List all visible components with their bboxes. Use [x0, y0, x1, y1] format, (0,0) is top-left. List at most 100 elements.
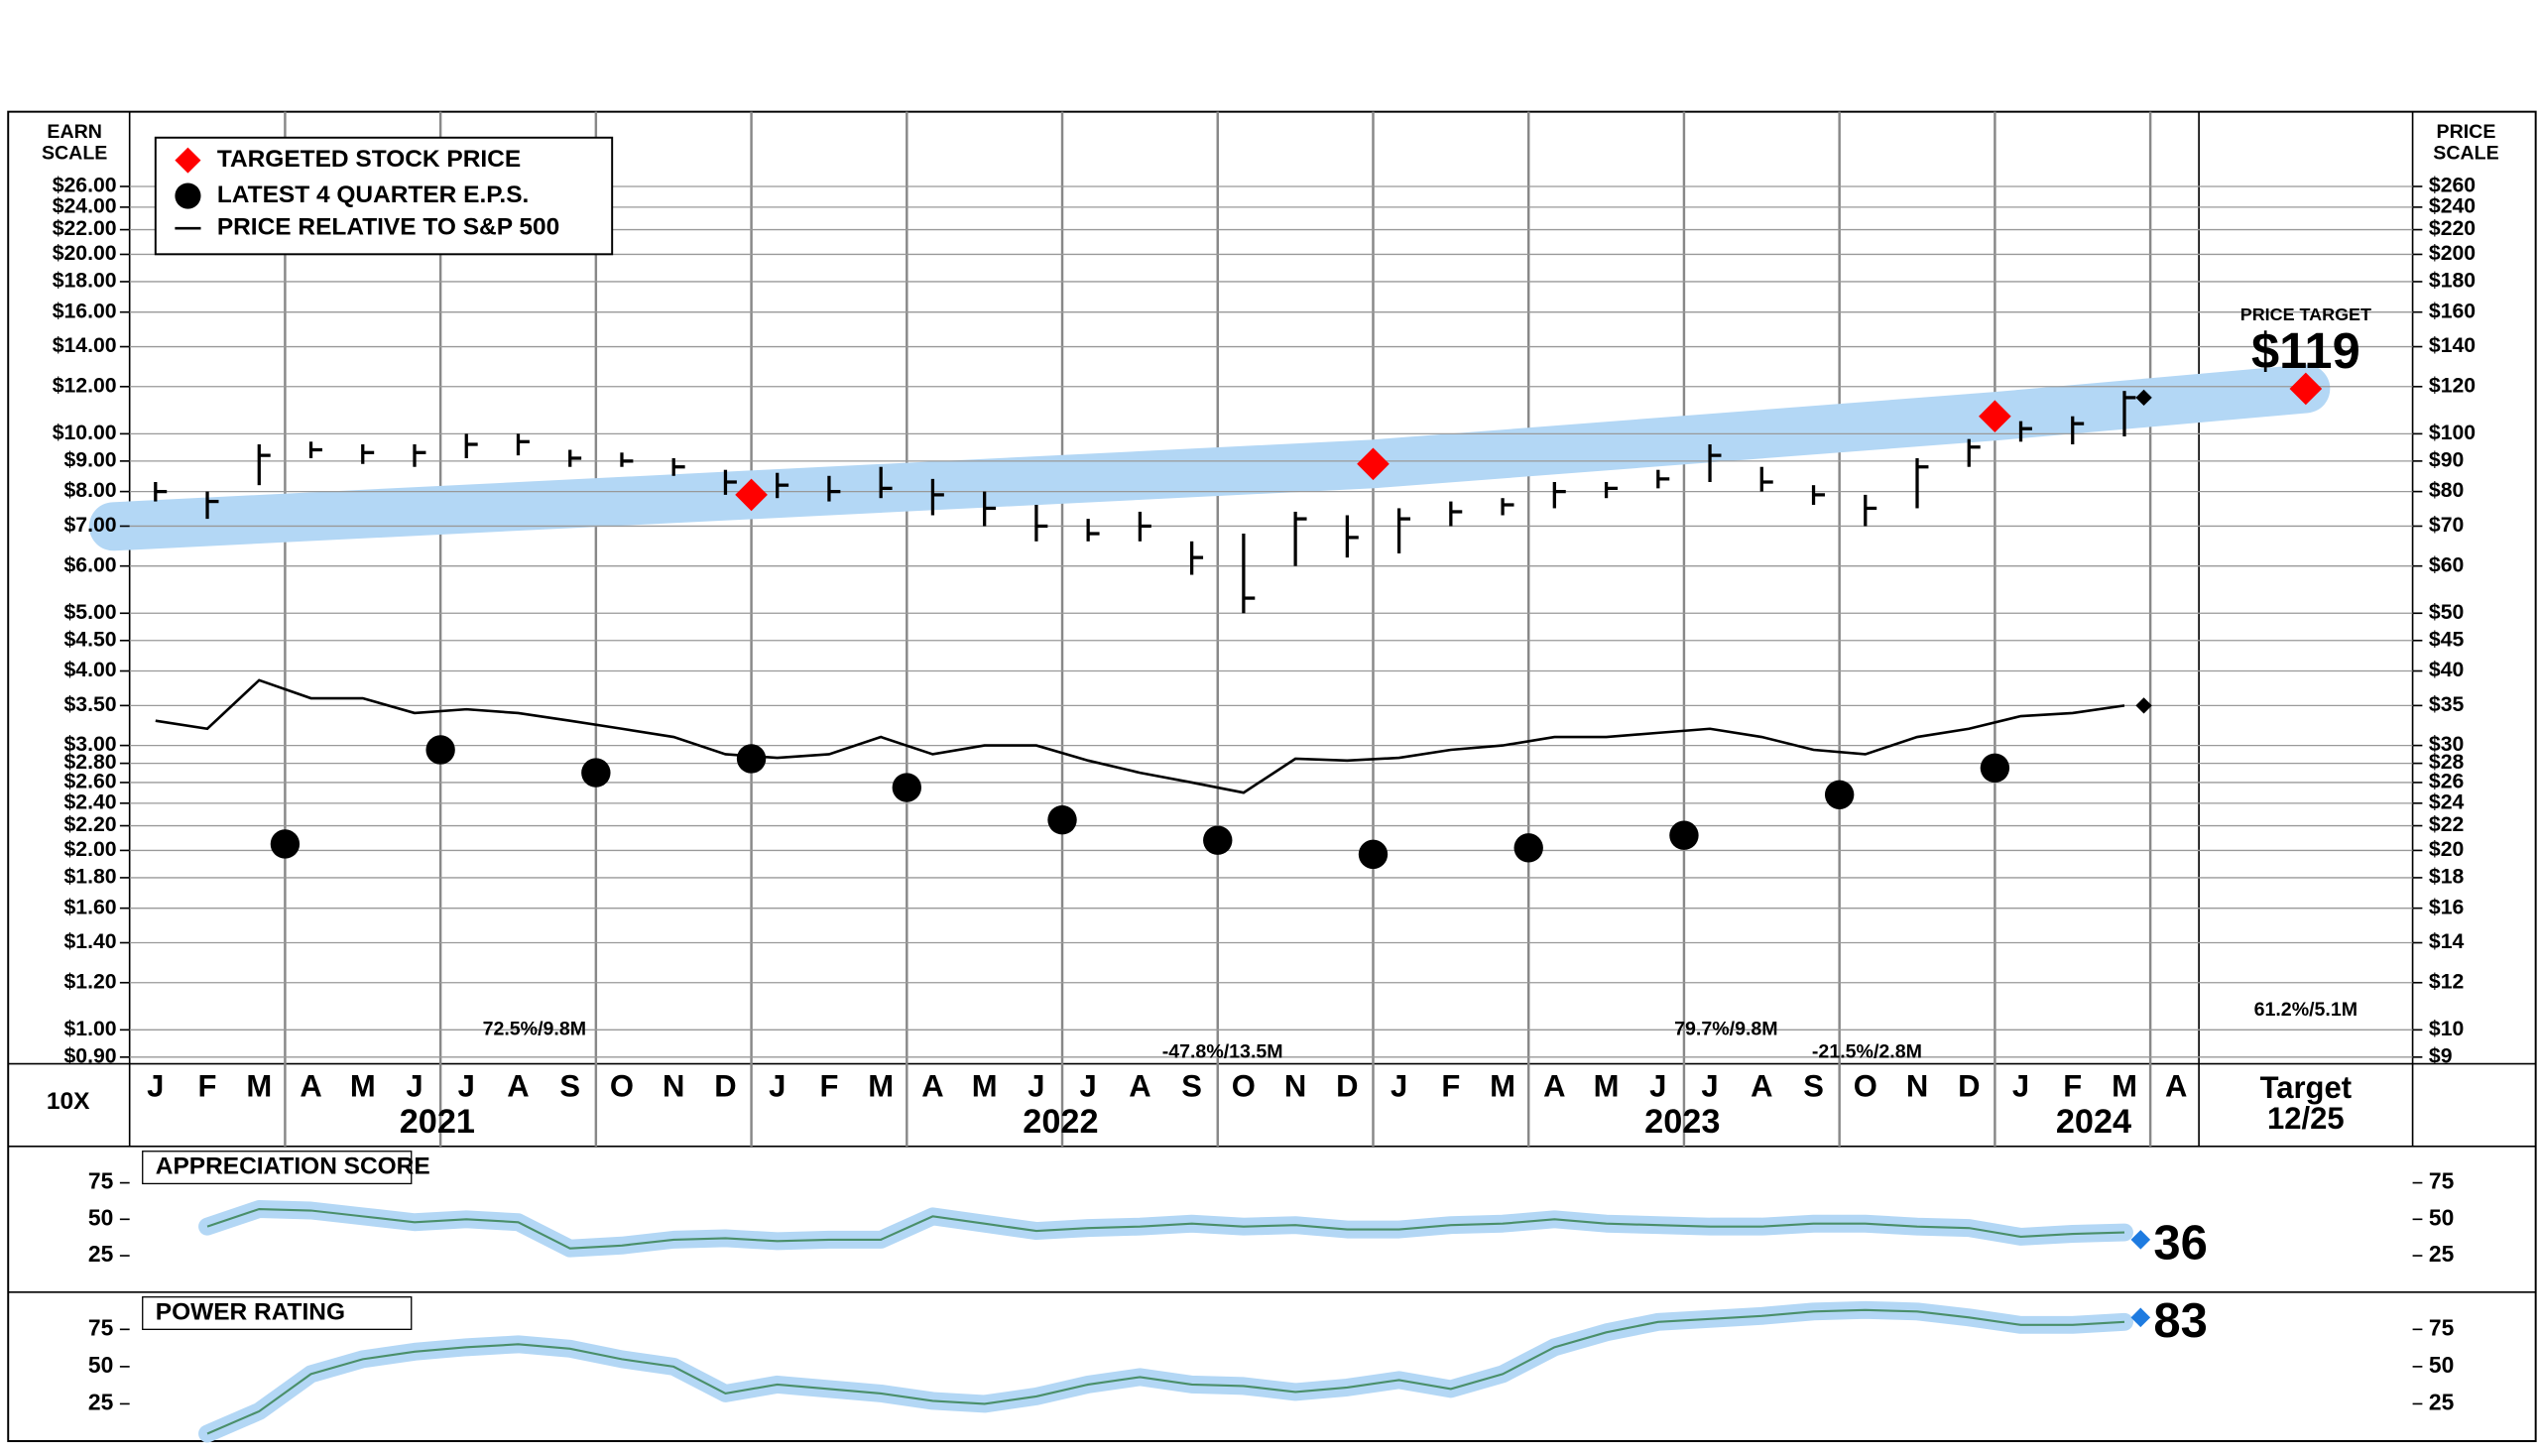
- year-label: 2022: [1023, 1103, 1098, 1141]
- y2-tick-label: $8.00: [64, 479, 117, 502]
- x-tick-label: J: [147, 1068, 164, 1103]
- x-tick-label: F: [819, 1068, 838, 1103]
- y2-tick-label: $3.50: [64, 693, 117, 716]
- eps-dot: [1047, 804, 1077, 835]
- y-tick-label: $45: [2429, 628, 2465, 651]
- y-tick-label: $24: [2429, 790, 2465, 813]
- y2-tick-label: $1.00: [64, 1018, 117, 1040]
- x-tick-label: O: [1232, 1068, 1256, 1103]
- y-tick-label: $9: [2429, 1044, 2453, 1067]
- panel-line-glow: [198, 1200, 2133, 1258]
- y-tick-label: $160: [2429, 300, 2476, 322]
- annotation: 79.7%/9.8M: [1674, 1018, 1777, 1039]
- y2-tick-label: $9.00: [64, 448, 117, 471]
- legend-label: TARGETED STOCK PRICE: [217, 146, 521, 173]
- eps-dot: [270, 829, 301, 859]
- eps-dot: [1358, 839, 1389, 870]
- x-tick-label: O: [610, 1068, 634, 1103]
- year-label: 2023: [1644, 1103, 1720, 1141]
- last-price: [2135, 389, 2152, 407]
- y2-tick-label: $6.00: [64, 553, 117, 576]
- panel-tick-label: 50: [2429, 1352, 2454, 1378]
- legend-label: PRICE RELATIVE TO S&P 500: [217, 214, 559, 241]
- y-tick-label: $200: [2429, 242, 2476, 265]
- y-tick-label: $16: [2429, 896, 2465, 918]
- year-label: 2021: [400, 1103, 475, 1141]
- x-tick-label: F: [2063, 1068, 2082, 1103]
- y-tick-label: $100: [2429, 422, 2476, 444]
- x-tick-label: A: [1751, 1068, 1772, 1103]
- panel-title-box: [142, 1151, 413, 1185]
- x-tick-label: M: [972, 1068, 998, 1103]
- y-tick-label: $18: [2429, 866, 2465, 889]
- x-tick-label: D: [1958, 1068, 1980, 1103]
- y2-tick-label: $5.00: [64, 601, 117, 624]
- panel-tick-label: 75: [2429, 1314, 2455, 1340]
- year-label: 2024: [2056, 1103, 2131, 1141]
- y2-tick-label: $18.00: [53, 270, 117, 293]
- target-diamond: [2289, 372, 2323, 406]
- x-tick-label: J: [2012, 1068, 2029, 1103]
- x-tick-label: N: [1284, 1068, 1306, 1103]
- eps-dot: [1513, 833, 1543, 863]
- x-tick-label: A: [2165, 1068, 2187, 1103]
- panel-tick-label: 25: [2429, 1241, 2455, 1267]
- panel-tick-label: 75: [88, 1168, 114, 1194]
- y-tick-label: $10: [2429, 1018, 2464, 1040]
- current-value: 83: [2153, 1294, 2207, 1348]
- y-tick-label: $40: [2429, 659, 2464, 681]
- x-tick-label: J: [406, 1068, 423, 1103]
- annotation: 72.5%/9.8M: [483, 1018, 586, 1039]
- target-date: 12/25: [2267, 1101, 2345, 1136]
- y-tick-label: $35: [2429, 693, 2465, 716]
- panel-line: [206, 1308, 2125, 1435]
- y-tick-label: $22: [2429, 813, 2464, 836]
- y2-tick-label: $3.00: [64, 733, 117, 756]
- current-marker: [2130, 1307, 2151, 1328]
- target-diamond: [1357, 447, 1390, 481]
- legend-box: [154, 136, 614, 256]
- y2-tick-label: $2.00: [64, 838, 117, 861]
- x-tick-label: J: [1701, 1068, 1718, 1103]
- x-tick-label: J: [769, 1068, 786, 1103]
- panel-title: POWER RATING: [156, 1298, 345, 1325]
- eps-dot: [1669, 820, 1699, 850]
- y2-tick-label: $7.00: [64, 514, 117, 537]
- x-tick-label: J: [1390, 1068, 1407, 1103]
- panel-tick-label: 75: [2429, 1168, 2455, 1194]
- panel-line: [206, 1207, 2125, 1250]
- x-tick-label: S: [1181, 1068, 1202, 1103]
- target-label: Target: [2260, 1070, 2352, 1105]
- y2-tick-label: $1.40: [64, 930, 117, 953]
- panel-tick-label: 50: [88, 1352, 113, 1378]
- y-tick-label: $90: [2429, 448, 2464, 471]
- y-tick-label: $12: [2429, 970, 2464, 993]
- panel-line-glow: [198, 1300, 2133, 1443]
- eps-dot: [1203, 825, 1233, 855]
- x-tick-label: A: [300, 1068, 321, 1103]
- annotation: -21.5%/2.8M: [1812, 1040, 1922, 1062]
- target-value-label: $119: [2251, 322, 2360, 379]
- y2-tick-label: $1.20: [64, 970, 117, 993]
- y2-tick-label: $22.00: [53, 217, 117, 240]
- y2-tick-label: $2.40: [64, 790, 117, 813]
- frame: [7, 110, 2537, 1442]
- x-tick-label: A: [921, 1068, 943, 1103]
- y2-tick-label: $10.00: [53, 422, 117, 444]
- relative-end: [2135, 697, 2152, 714]
- panel-tick-label: 75: [88, 1314, 114, 1340]
- x-tick-label: S: [559, 1068, 580, 1103]
- x-tick-label: M: [2112, 1068, 2137, 1103]
- eps-dot: [1824, 780, 1855, 809]
- y-tick-label: $120: [2429, 374, 2476, 397]
- x-tick-label: A: [1543, 1068, 1565, 1103]
- y2-tick-label: $14.00: [53, 334, 117, 357]
- x-tick-label: A: [1129, 1068, 1150, 1103]
- y-tick-label: $20: [2429, 838, 2464, 861]
- earn-scale-title: SCALE: [42, 142, 107, 164]
- panel-tick-label: 25: [2429, 1389, 2455, 1414]
- y2-tick-label: $2.80: [64, 751, 117, 774]
- y-tick-label: $80: [2429, 479, 2464, 502]
- eps-dot: [736, 744, 767, 774]
- y2-tick-label: $2.60: [64, 771, 117, 793]
